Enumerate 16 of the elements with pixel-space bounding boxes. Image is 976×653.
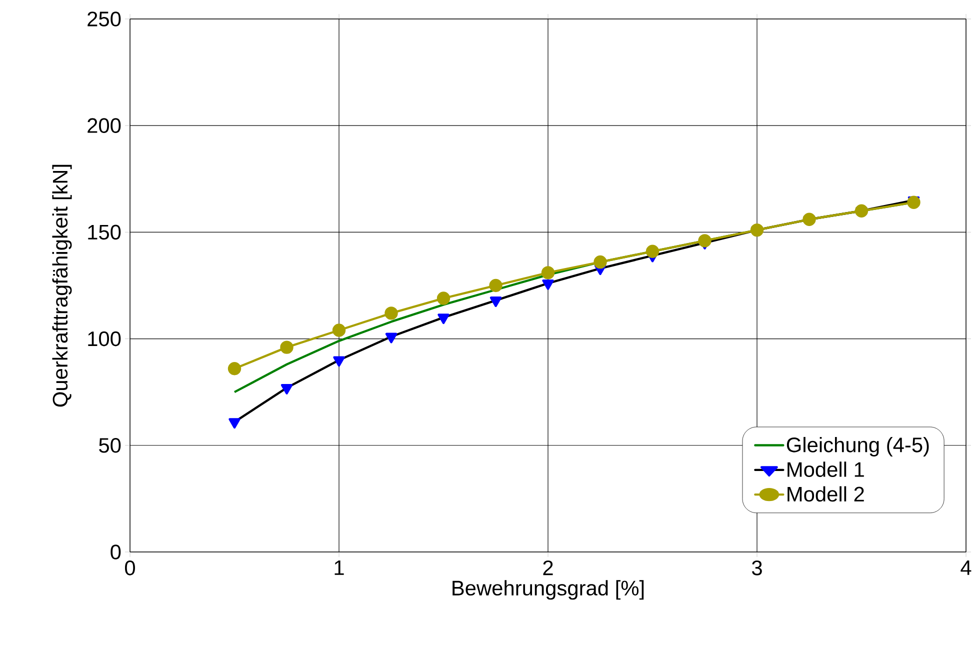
x-tick-label: 3 [752,560,762,576]
x-tick-label: 1 [334,560,344,575]
legend-label: Modell 2 [788,486,864,502]
x-tick-label: 2 [543,560,553,576]
y-axis-title: Querkrafttragfähigkeit [kN] [52,164,72,407]
x-tick-label: 0 [125,560,136,576]
y-tick-label: 200 [88,118,121,133]
legend-label: Gleichung (4-5) [786,436,929,456]
legend-label: Modell 1 [788,462,864,477]
x-tick-label: 4 [960,560,972,575]
y-tick-label: 0 [110,544,121,560]
y-tick-label: 250 [88,12,121,26]
y-tick-label: 50 [99,438,121,453]
x-axis-title: Bewehrungsgrad [%] [452,580,644,600]
y-tick-label: 100 [88,331,121,346]
y-tick-label: 150 [88,224,121,240]
